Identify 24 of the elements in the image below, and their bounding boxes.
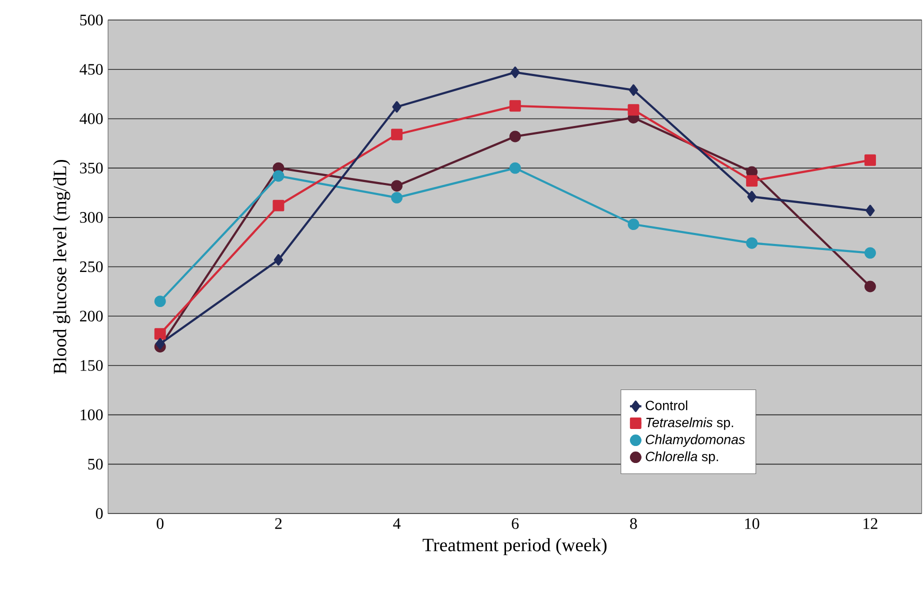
x-axis-title: Treatment period (week) — [422, 538, 607, 556]
y-tick-label: 500 — [80, 14, 103, 26]
x-tick-label: 10 — [745, 518, 760, 530]
y-tick-label: 200 — [80, 310, 103, 322]
x-tick-label: 4 — [393, 518, 401, 529]
x-tick-label: 8 — [630, 518, 637, 530]
y-tick-label: 100 — [80, 410, 103, 420]
x-tick-label: 0 — [156, 518, 164, 530]
y-tick-label: 250 — [80, 262, 103, 272]
y-tick-label: 350 — [80, 162, 103, 174]
y-tick-label: 400 — [80, 114, 103, 124]
y-tick-label: 300 — [80, 212, 103, 224]
y-tick-label: 50 — [88, 458, 103, 470]
x-tick-label: 6 — [512, 518, 519, 530]
x-tick-label: 12 — [864, 518, 878, 530]
legend-label: Tetraselmis sp. — [646, 418, 734, 430]
legend-label: Control — [646, 400, 688, 410]
legend-label: Chlorella sp. — [646, 452, 718, 464]
y-tick-label: 150 — [80, 360, 103, 372]
y-axis-title: Blood glucose level (mg/dL) — [53, 160, 70, 374]
legend-label: Chlamydomonas — [646, 434, 745, 448]
y-tick-label: 0 — [96, 508, 103, 520]
x-tick-label: 2 — [275, 518, 282, 530]
y-tick-label: 450 — [80, 64, 103, 75]
